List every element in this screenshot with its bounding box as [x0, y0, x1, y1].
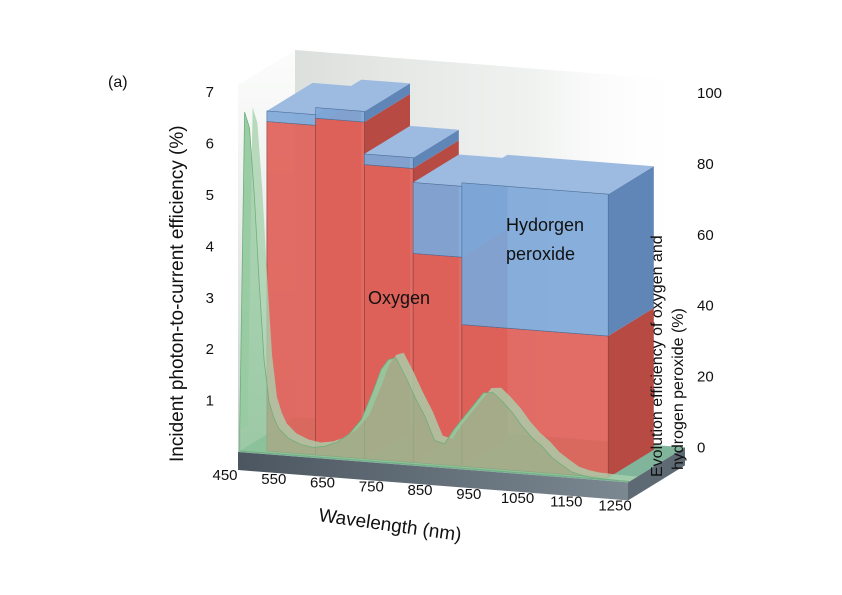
x-tick-label-1150: 1150 — [550, 494, 582, 511]
y-right-tick-label-20: 20 — [697, 369, 714, 386]
bar-0-top — [266, 82, 362, 115]
y-left-tick-label-5: 5 — [206, 187, 214, 204]
y-left-tick-label-1: 1 — [206, 393, 214, 410]
y-right-tick-label-0: 0 — [697, 439, 705, 456]
bar-1-peroxide-side — [364, 83, 410, 122]
bar-1-hydrogen-peroxide — [315, 107, 365, 123]
y-left-tick-label-7: 7 — [206, 84, 214, 101]
bar-3-hydrogen-peroxide — [412, 182, 463, 258]
y-right-tick-label-80: 80 — [697, 156, 714, 173]
y-right-tick-label-100: 100 — [697, 85, 722, 102]
y-right-tick-label-60: 60 — [697, 227, 714, 244]
region-label-oxygen: Oxygen — [368, 288, 430, 308]
bar-1-top — [315, 79, 410, 112]
region-label-hydrogen-peroxide-line-1: Hydorgen — [506, 215, 584, 235]
floor-front-edge — [238, 452, 628, 501]
bar-2-hydrogen-peroxide — [364, 153, 414, 169]
panel-label: (a) — [108, 74, 128, 91]
x-tick-label-550: 550 — [261, 471, 286, 488]
x-tick-label-1250: 1250 — [598, 497, 631, 514]
y-axis-right-title-line-1: Evolution efficiency of oxygen and — [649, 235, 666, 477]
bar-3-top — [413, 154, 508, 187]
y-right-tick-label-40: 40 — [697, 298, 714, 315]
x-tick-label-950: 950 — [456, 486, 481, 503]
x-tick-label-450: 450 — [212, 467, 237, 484]
y-axis-left-title: Incident photon-to-current efficiency (%… — [167, 125, 188, 462]
bar-4-oxygen-side — [608, 308, 654, 478]
x-tick-label-850: 850 — [407, 482, 432, 499]
bar-1-oxygen — [315, 117, 365, 460]
x-tick-label-750: 750 — [359, 478, 384, 495]
y-left-tick-label-4: 4 — [206, 238, 214, 255]
y-left-tick-label-2: 2 — [206, 341, 214, 358]
x-axis-title: Wavelength (nm) — [317, 505, 462, 546]
bar-2-top — [364, 125, 459, 158]
bar-4-peroxide-side — [608, 166, 654, 336]
x-tick-label-1050: 1050 — [501, 490, 534, 507]
y-left-tick-label-3: 3 — [206, 290, 214, 307]
bar-4-hydrogen-peroxide — [461, 182, 609, 337]
y-left-tick-label-6: 6 — [206, 136, 214, 153]
region-label-hydrogen-peroxide-line-2: peroxide — [506, 244, 575, 264]
y-axis-right-title-line-2: hydrogen peroxide (%) — [670, 308, 687, 470]
ipce-curve-area — [239, 111, 630, 482]
bar-2-peroxide-side — [413, 129, 459, 169]
x-tick-label-650: 650 — [310, 475, 335, 492]
bar-4-top — [461, 154, 654, 195]
tick-labels: 450 550 650 750 850 950 1050 1150 1250 1 2 3 4 5 6 7 0 20… — [206, 84, 722, 514]
floor-side-edge — [628, 447, 685, 501]
ipce-curve-layer — [239, 107, 638, 482]
